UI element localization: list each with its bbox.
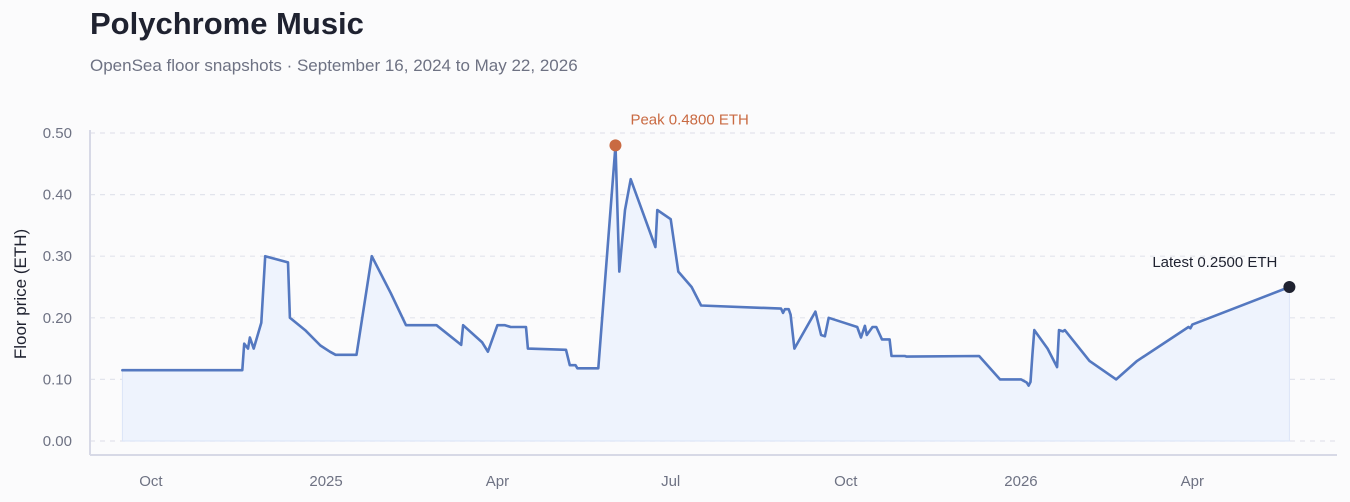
latest-marker <box>1283 281 1296 293</box>
x-tick-label: Apr <box>486 473 509 490</box>
series-area <box>121 145 1290 442</box>
area-fill <box>121 145 1290 442</box>
x-axis-ticks: Oct 2025 Apr Jul Oct 2026 Apr <box>139 473 1204 490</box>
chart-subtitle: OpenSea floor snapshots · September 16, … <box>90 56 578 75</box>
peak-marker <box>609 139 622 152</box>
price-line <box>121 144 1291 387</box>
y-tick-label: 0.00 <box>43 433 72 450</box>
chart-title: Polychrome Music <box>90 6 364 41</box>
y-tick-label: 0.50 <box>43 125 72 142</box>
y-tick-label: 0.20 <box>43 310 72 327</box>
y-tick-label: 0.30 <box>43 248 72 265</box>
annotations: Peak 0.4800 ETH Latest 0.2500 ETH <box>609 111 1296 293</box>
y-tick-label: 0.10 <box>43 371 72 388</box>
x-tick-label: Oct <box>139 473 163 490</box>
y-tick-label: 0.40 <box>43 187 72 204</box>
x-tick-label: 2026 <box>1004 473 1037 490</box>
y-axis-label: Floor price (ETH) <box>11 229 30 359</box>
x-tick-label: Apr <box>1181 473 1204 490</box>
y-axis-ticks: 0.00 0.10 0.20 0.30 0.40 0.50 <box>43 125 72 450</box>
axes <box>89 130 1337 456</box>
x-tick-label: Oct <box>834 473 858 490</box>
x-tick-label: 2025 <box>309 473 342 490</box>
peak-label: Peak 0.4800 ETH <box>630 111 748 128</box>
latest-label: Latest 0.2500 ETH <box>1152 254 1277 271</box>
x-tick-label: Jul <box>661 473 680 490</box>
series-line <box>121 144 1291 387</box>
